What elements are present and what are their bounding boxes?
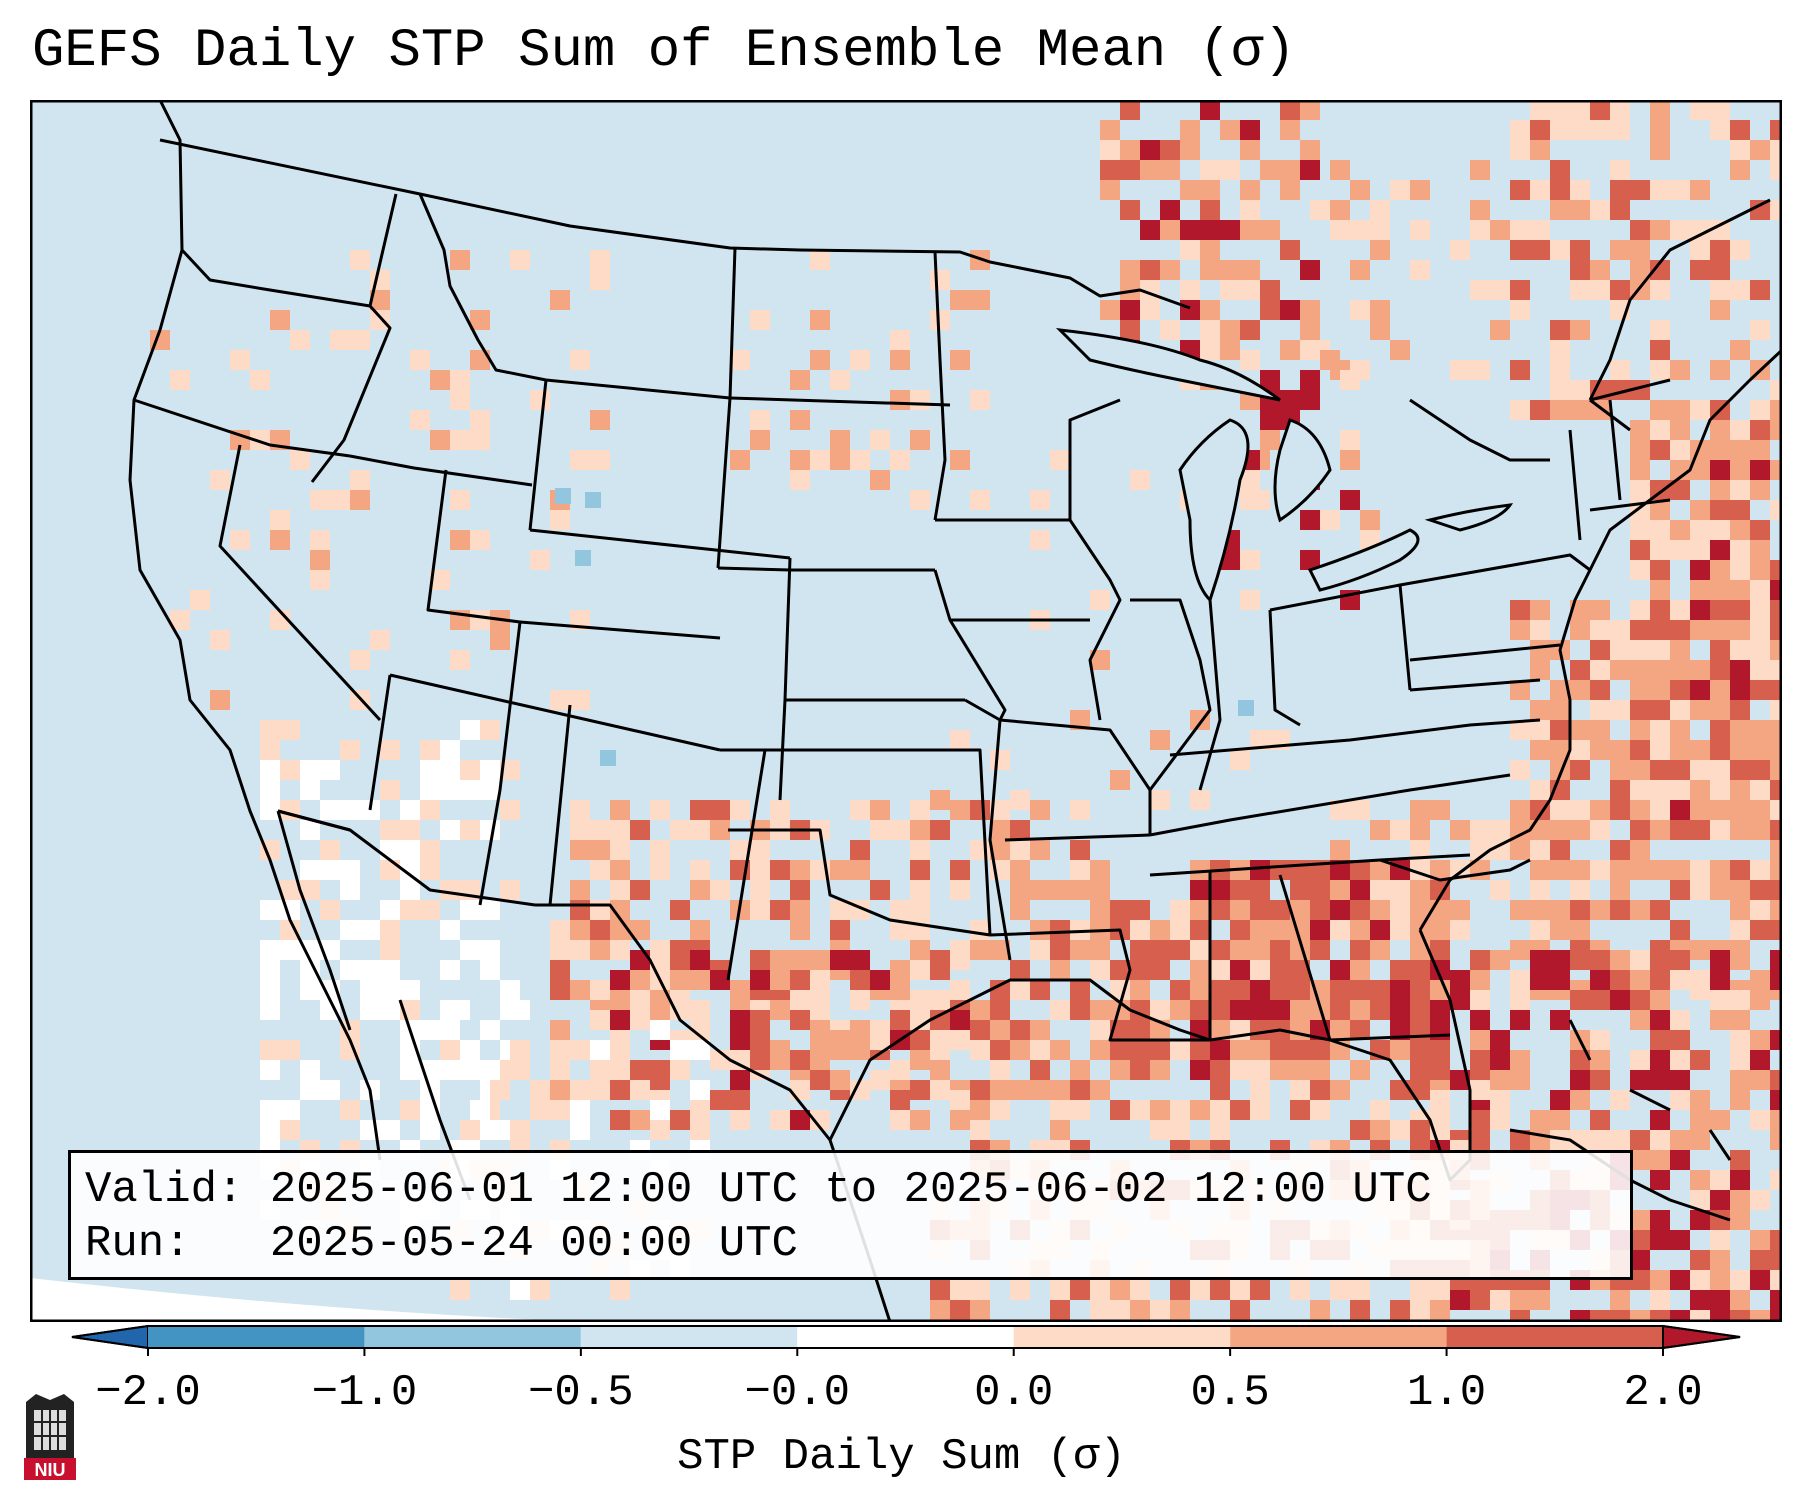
projection-edge bbox=[30, 1278, 590, 1322]
colorbar-bin bbox=[580, 1326, 798, 1348]
valid-line: Valid: 2025-06-01 12:00 UTC to 2025-06-0… bbox=[85, 1165, 1432, 1215]
great-lakes bbox=[1055, 328, 1514, 603]
niu-logo-icon: NIU bbox=[24, 1394, 76, 1480]
colorbar-tick-label: −2.0 bbox=[95, 1368, 201, 1418]
colorbar-extend-high bbox=[1662, 1324, 1741, 1350]
svg-text:NIU: NIU bbox=[35, 1460, 66, 1480]
coastlines bbox=[128, 100, 1782, 1322]
colorbar-bin bbox=[797, 1326, 1014, 1348]
colorbar-tick-label: −1.0 bbox=[311, 1368, 418, 1418]
valid-time-range: 2025-06-01 12:00 UTC to 2025-06-02 12:00… bbox=[269, 1165, 1432, 1215]
colorbar-label: STP Daily Sum (σ) bbox=[677, 1432, 1126, 1482]
colorbar-tick-label: 1.0 bbox=[1406, 1368, 1487, 1418]
colorbar-bin bbox=[364, 1326, 581, 1348]
colorbar-tick-label: 2.0 bbox=[1623, 1368, 1703, 1418]
valid-run-box: Valid: 2025-06-01 12:00 UTC to 2025-06-0… bbox=[68, 1150, 1633, 1280]
colorbar-bin bbox=[1230, 1326, 1447, 1348]
colorbar-bin bbox=[1013, 1326, 1231, 1348]
colorbar-tick-label: −0.5 bbox=[528, 1368, 634, 1418]
state-borders bbox=[133, 138, 1671, 1042]
colorbar-extend-low bbox=[71, 1324, 149, 1350]
map-panel bbox=[30, 100, 1782, 1322]
run-line: Run: 2025-05-24 00:00 UTC bbox=[85, 1219, 798, 1269]
colorbar-tick-label: 0.5 bbox=[1190, 1368, 1270, 1418]
chart-title: GEFS Daily STP Sum of Ensemble Mean (σ) bbox=[32, 21, 1296, 82]
colorbar bbox=[71, 1324, 1741, 1356]
colorbar-tick-label: −0.0 bbox=[744, 1368, 851, 1418]
colorbar-tick-label: 0.0 bbox=[974, 1368, 1054, 1418]
colorbar-bin bbox=[148, 1326, 365, 1348]
colorbar-bin bbox=[1446, 1326, 1663, 1348]
run-time: 2025-05-24 00:00 UTC bbox=[269, 1219, 798, 1269]
